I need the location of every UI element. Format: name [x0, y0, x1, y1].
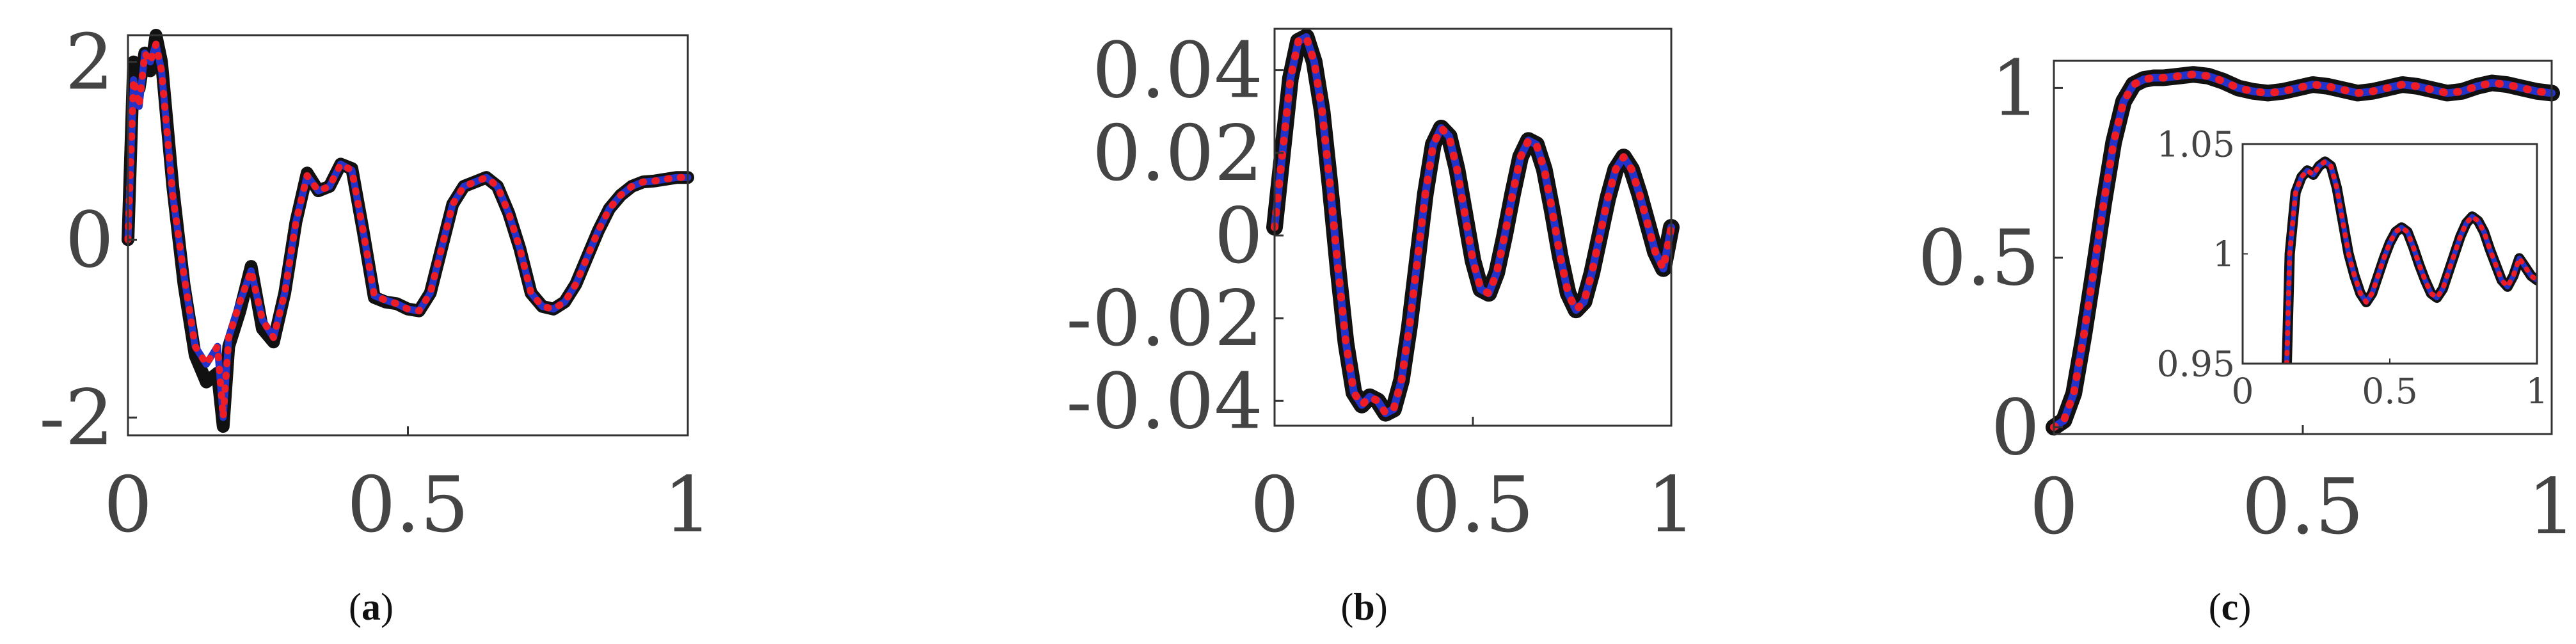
panel-c: 0 0.5 1 0 0.5 1 0 0.5 1 0.95 1 1.05 [1918, 44, 2576, 552]
x-tick-label: 1 [664, 461, 712, 550]
x-tick-label: 0 [2030, 463, 2078, 552]
y-tick-label: 0.02 [1092, 109, 1263, 198]
inset-plot: 0 0.5 1 0.95 1 1.05 [2157, 124, 2548, 412]
inset-x-tick-label: 1 [2526, 371, 2548, 412]
x-tick-label: 1 [2527, 463, 2576, 552]
inset-series-red-dotted-line [2284, 159, 2537, 364]
y-tick-label: -2 [39, 374, 114, 463]
series-exact-line [122, 29, 694, 433]
x-tick-label: 0.5 [347, 461, 469, 550]
x-tick-label: 1 [1647, 461, 1696, 550]
y-tick-label: 0 [65, 196, 114, 285]
series-approx-red-dotted-line [124, 40, 692, 421]
x-tick-label: 0 [1250, 461, 1299, 550]
inset-x-tick-label: 0.5 [2362, 371, 2417, 412]
panel-a: 0 0.5 1-202 [39, 19, 712, 550]
y-tick-label: 0.5 [1918, 214, 2040, 303]
inset-y-tick-label: 1.05 [2157, 124, 2235, 165]
x-tick-label: 0 [104, 461, 152, 550]
inset-x-tick-label: 0 [2232, 371, 2254, 412]
y-tick-label: 0 [1214, 192, 1263, 281]
y-tick-label: -0.02 [1066, 275, 1263, 364]
inset-y-tick-label: 0.95 [2157, 343, 2235, 384]
x-tick-label: 0.5 [2242, 463, 2364, 552]
y-tick-label: 0 [1991, 383, 2040, 472]
inset-series-group [2282, 156, 2537, 364]
caption-a: (a) [349, 586, 394, 628]
y-tick-label: 0.04 [1092, 27, 1263, 116]
caption-b: (b) [1340, 586, 1387, 628]
caption-c: (c) [2209, 586, 2252, 628]
x-tick-label: 0.5 [1412, 461, 1534, 550]
y-tick-label: -0.04 [1066, 357, 1263, 446]
y-tick-label: 1 [1991, 44, 2040, 133]
y-tick-label: 2 [65, 19, 114, 108]
series-red-dotted-line [2050, 70, 2556, 431]
series-red-dotted-line [1271, 33, 1675, 417]
inset-y-tick-label: 1 [2213, 234, 2235, 275]
